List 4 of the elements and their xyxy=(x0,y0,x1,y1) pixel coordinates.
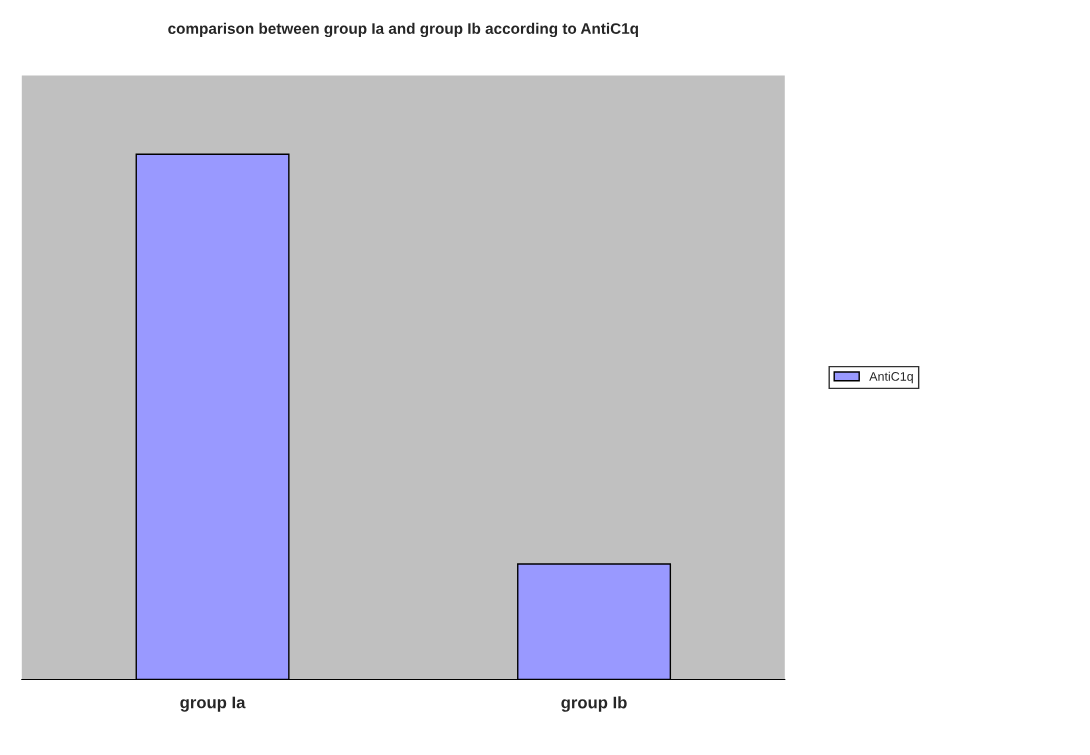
chart-title: comparison between group Ia and group Ib according to AntiC1q xyxy=(168,22,638,38)
legend-label: AntiC1q xyxy=(869,371,913,384)
x-tick-label: group Ia xyxy=(180,696,246,712)
x-tick-label: group Ib xyxy=(561,696,627,712)
